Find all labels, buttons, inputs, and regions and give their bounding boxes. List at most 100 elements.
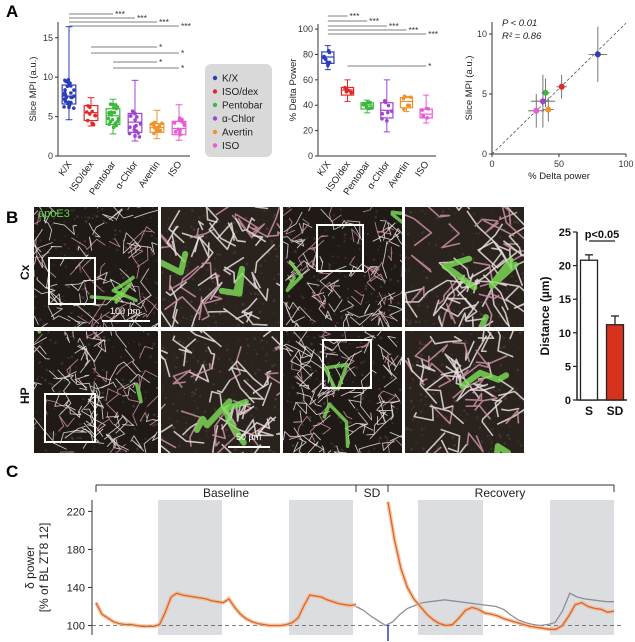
data-point: [63, 88, 67, 92]
data-point: [71, 106, 76, 110]
data-point: [380, 111, 385, 116]
y-axis-label-1: δ power: [23, 546, 37, 589]
data-point: [327, 50, 332, 55]
data-point: [128, 114, 133, 118]
x-tick-label: Avertin: [137, 159, 163, 189]
data-point: [112, 110, 117, 115]
data-point: [127, 131, 132, 136]
significance-label: *: [181, 63, 185, 73]
y-tick-label: 25: [559, 227, 571, 239]
delta-power-timecourse: Baseline SD Recovery 100 140 180 220 δ power [% …: [23, 484, 622, 641]
data-point: [93, 113, 97, 118]
data-point: [364, 105, 369, 109]
micrograph-cx-1-image: [34, 207, 158, 327]
data-point: [68, 84, 73, 88]
data-point: [138, 122, 143, 126]
data-point: [111, 125, 116, 130]
data-point: [385, 119, 389, 123]
data-point: [369, 106, 373, 110]
data-point: [177, 131, 182, 135]
row-label-hp: HP: [18, 387, 32, 404]
bar-s: [579, 259, 599, 401]
y-tick-label: 220: [67, 506, 85, 518]
legend-label: K/X: [222, 74, 238, 85]
zoom-box-cx-1: [48, 257, 96, 305]
x-tick-label: Avertin: [386, 159, 412, 189]
data-point: [62, 97, 67, 101]
x-tick-label: 0: [489, 159, 494, 169]
micrograph-hp-2: [161, 331, 280, 453]
data-point: [150, 122, 154, 126]
significance-label: ***: [159, 17, 170, 27]
data-point: [137, 135, 142, 139]
scale-bar-1: [102, 320, 150, 322]
significance-label: ***: [137, 13, 148, 23]
data-point: [362, 103, 367, 107]
significance-label: *: [159, 57, 163, 67]
y-tick-label: 140: [67, 582, 85, 594]
bar-sd: [605, 324, 625, 401]
scatter-point: [542, 89, 549, 96]
micrograph-hp-1: [34, 331, 158, 453]
y-tick-label: 15: [43, 33, 53, 43]
data-point: [106, 116, 111, 121]
legend-label: ISO: [222, 141, 239, 152]
data-point: [72, 88, 76, 92]
data-point: [326, 62, 331, 66]
legend-label: Avertin: [222, 128, 253, 139]
legend-marker: [212, 89, 218, 94]
data-point: [62, 105, 66, 109]
x-tick-label: K/X: [57, 159, 75, 178]
y-tick-label: 10: [43, 72, 53, 82]
data-point: [133, 118, 137, 122]
y-tick-label: 180: [67, 544, 85, 556]
scatter-point: [558, 83, 565, 90]
data-point: [322, 56, 327, 60]
y-tick-label: 100: [298, 24, 313, 34]
data-point: [179, 119, 184, 124]
control-series: [355, 592, 614, 627]
regression-line: [491, 22, 627, 155]
data-point: [111, 106, 116, 110]
data-point: [182, 123, 187, 128]
scatter-point: [539, 98, 546, 105]
data-point: [402, 107, 406, 111]
y-axis-label: Slice MPI (a.u.): [28, 57, 39, 122]
y-tick-label: 40: [303, 100, 313, 110]
y-tick-label: 5: [48, 112, 53, 122]
data-point: [65, 84, 70, 89]
x-tick-label: ISO: [413, 159, 431, 179]
distance-bar-chart: 0 5 10 15 20 25 S SD p<0.05 Distance (µm): [538, 227, 627, 418]
y-tick-label: 20: [303, 126, 313, 136]
data-point: [401, 96, 406, 101]
p-value: P < 0.01: [502, 18, 537, 29]
data-point: [172, 121, 177, 125]
significance-label: ***: [181, 21, 192, 31]
zoom-box-cx-3: [316, 224, 364, 272]
data-point: [349, 90, 353, 95]
zoom-box-hp-3: [322, 339, 372, 389]
sd-label: SD: [364, 486, 381, 500]
data-point: [424, 106, 429, 111]
data-point: [85, 110, 89, 114]
data-point: [128, 125, 132, 130]
scatter-point: [594, 51, 601, 58]
data-point: [160, 121, 164, 126]
y-axis-label: % Delta Power: [288, 59, 299, 122]
data-point: [116, 116, 121, 121]
dark-period-shading: [418, 500, 483, 635]
data-point: [409, 95, 413, 99]
scale-bar-2: [228, 446, 270, 448]
significance-label: *: [428, 61, 432, 71]
micrograph-cx-3: [283, 207, 402, 327]
data-point: [421, 114, 426, 118]
x-tick-label: α-Chlor: [113, 159, 140, 191]
y-axis-label: Slice MPI (a.u.): [464, 56, 475, 121]
data-point: [133, 111, 137, 116]
y-tick-label: 20: [559, 261, 571, 273]
legend-label: Pentobar: [222, 101, 263, 112]
scatter-point: [533, 107, 540, 114]
data-point: [109, 113, 114, 117]
